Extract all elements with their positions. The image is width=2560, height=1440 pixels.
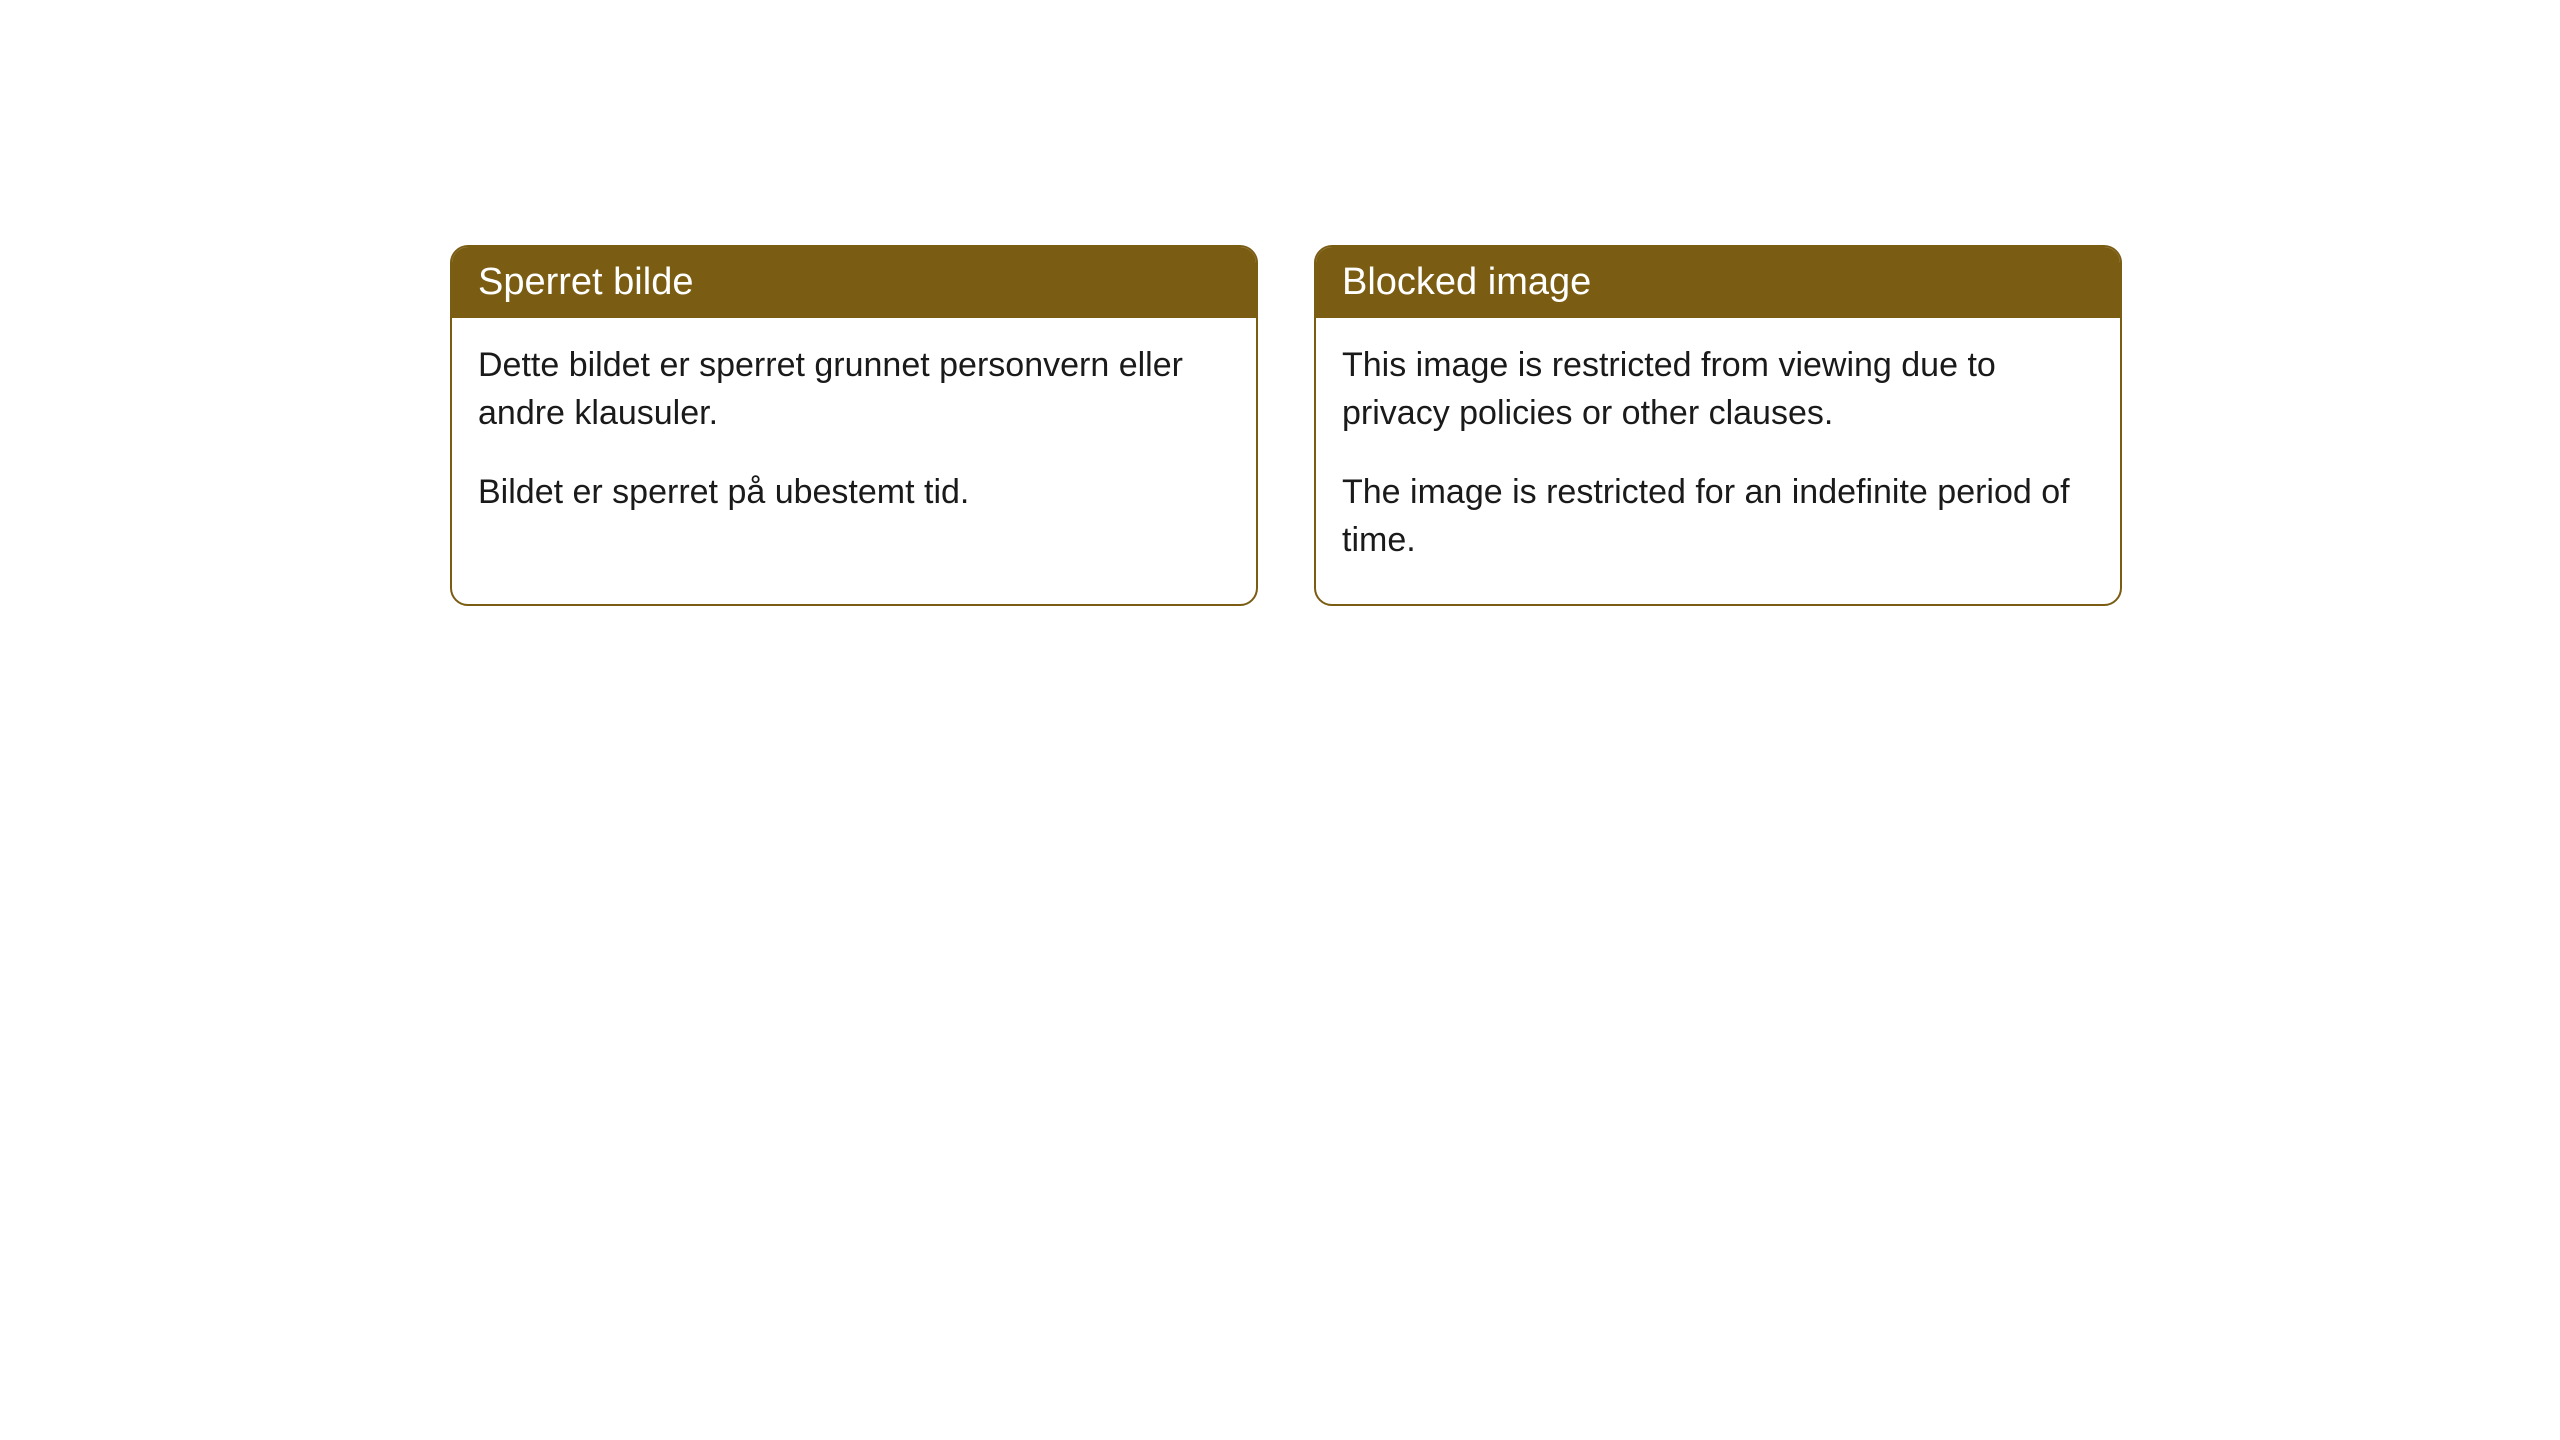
card-header-norwegian: Sperret bilde [452, 247, 1256, 318]
card-title: Sperret bilde [478, 261, 693, 303]
card-title: Blocked image [1342, 261, 1591, 303]
card-english: Blocked image This image is restricted f… [1314, 245, 2122, 606]
cards-container: Sperret bilde Dette bildet er sperret gr… [450, 245, 2122, 606]
card-paragraph-2: The image is restricted for an indefinit… [1342, 469, 2094, 564]
card-paragraph-1: Dette bildet er sperret grunnet personve… [478, 342, 1230, 437]
card-paragraph-2: Bildet er sperret på ubestemt tid. [478, 469, 1230, 517]
card-header-english: Blocked image [1316, 247, 2120, 318]
card-paragraph-1: This image is restricted from viewing du… [1342, 342, 2094, 437]
card-body-english: This image is restricted from viewing du… [1316, 318, 2120, 604]
card-body-norwegian: Dette bildet er sperret grunnet personve… [452, 318, 1256, 557]
card-norwegian: Sperret bilde Dette bildet er sperret gr… [450, 245, 1258, 606]
